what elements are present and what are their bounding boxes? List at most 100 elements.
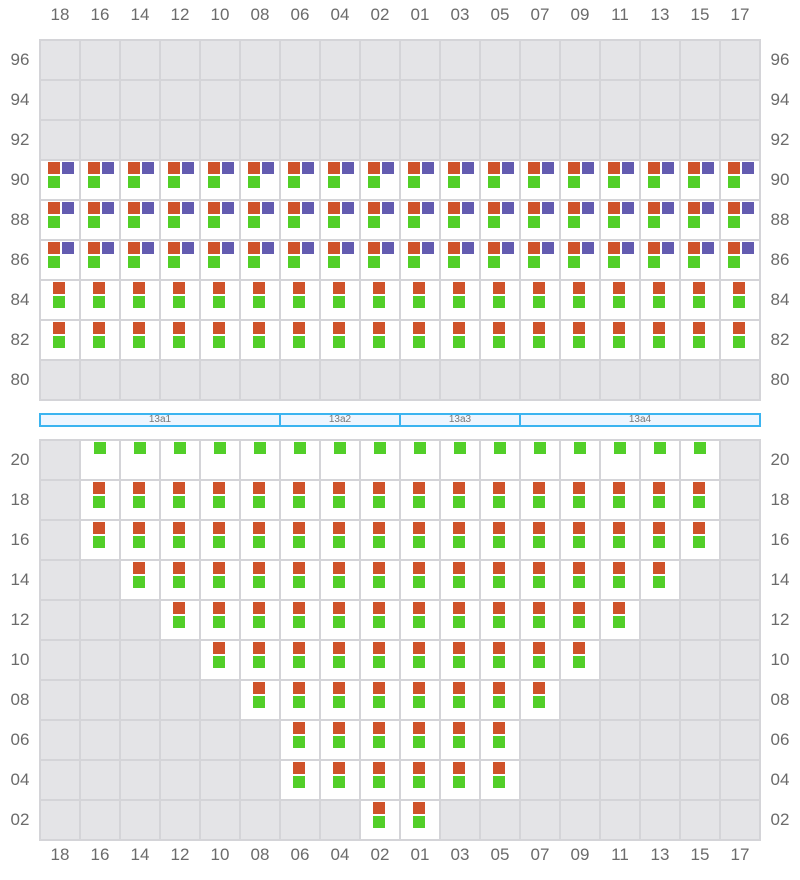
seat-cell[interactable]: [321, 681, 359, 719]
seat-cell[interactable]: [401, 601, 439, 639]
seat-cell[interactable]: [561, 521, 599, 559]
seat-cell[interactable]: [201, 561, 239, 599]
seat-cell[interactable]: [361, 561, 399, 599]
seat-cell[interactable]: [281, 681, 319, 719]
seat-cell[interactable]: [481, 681, 519, 719]
seat-cell[interactable]: [721, 321, 759, 359]
seat-cell[interactable]: [561, 241, 599, 279]
seat-cell[interactable]: [481, 441, 519, 479]
seat-cell[interactable]: [361, 801, 399, 839]
seat-cell[interactable]: [521, 241, 559, 279]
seat-cell[interactable]: [121, 441, 159, 479]
seat-cell[interactable]: [241, 561, 279, 599]
seat-cell[interactable]: [361, 521, 399, 559]
seat-cell[interactable]: [681, 161, 719, 199]
seat-cell[interactable]: [321, 721, 359, 759]
seat-cell[interactable]: [161, 161, 199, 199]
seat-cell[interactable]: [441, 481, 479, 519]
seat-cell[interactable]: [361, 281, 399, 319]
seat-cell[interactable]: [201, 241, 239, 279]
seat-cell[interactable]: [281, 161, 319, 199]
seat-cell[interactable]: [441, 281, 479, 319]
seat-cell[interactable]: [281, 201, 319, 239]
seat-cell[interactable]: [201, 161, 239, 199]
seat-cell[interactable]: [521, 441, 559, 479]
seat-cell[interactable]: [281, 561, 319, 599]
seat-cell[interactable]: [401, 561, 439, 599]
seat-cell[interactable]: [321, 161, 359, 199]
seat-cell[interactable]: [321, 201, 359, 239]
seat-cell[interactable]: [401, 161, 439, 199]
seat-cell[interactable]: [401, 201, 439, 239]
seat-cell[interactable]: [681, 281, 719, 319]
seat-cell[interactable]: [361, 481, 399, 519]
seat-cell[interactable]: [721, 281, 759, 319]
seat-cell[interactable]: [681, 321, 719, 359]
seat-cell[interactable]: [401, 801, 439, 839]
seat-cell[interactable]: [641, 481, 679, 519]
seat-cell[interactable]: [361, 201, 399, 239]
seat-cell[interactable]: [441, 761, 479, 799]
seat-cell[interactable]: [401, 321, 439, 359]
seat-cell[interactable]: [201, 281, 239, 319]
seat-cell[interactable]: [121, 321, 159, 359]
seat-cell[interactable]: [81, 321, 119, 359]
seat-cell[interactable]: [121, 241, 159, 279]
seat-cell[interactable]: [281, 761, 319, 799]
seat-cell[interactable]: [281, 241, 319, 279]
seat-cell[interactable]: [401, 441, 439, 479]
seat-cell[interactable]: [321, 321, 359, 359]
seat-cell[interactable]: [561, 441, 599, 479]
seat-cell[interactable]: [601, 161, 639, 199]
seat-cell[interactable]: [481, 161, 519, 199]
seat-cell[interactable]: [441, 161, 479, 199]
seat-cell[interactable]: [521, 321, 559, 359]
seat-cell[interactable]: [361, 721, 399, 759]
seat-cell[interactable]: [81, 521, 119, 559]
seat-cell[interactable]: [41, 201, 79, 239]
seat-cell[interactable]: [241, 681, 279, 719]
seat-cell[interactable]: [521, 561, 559, 599]
seat-cell[interactable]: [361, 441, 399, 479]
seat-cell[interactable]: [521, 681, 559, 719]
seat-cell[interactable]: [721, 241, 759, 279]
seat-cell[interactable]: [121, 561, 159, 599]
seat-cell[interactable]: [81, 281, 119, 319]
seat-cell[interactable]: [161, 481, 199, 519]
seat-cell[interactable]: [641, 321, 679, 359]
seat-cell[interactable]: [121, 521, 159, 559]
seat-cell[interactable]: [241, 441, 279, 479]
seat-cell[interactable]: [121, 161, 159, 199]
seat-cell[interactable]: [441, 561, 479, 599]
seat-cell[interactable]: [441, 321, 479, 359]
seat-cell[interactable]: [161, 521, 199, 559]
seat-cell[interactable]: [481, 761, 519, 799]
seat-cell[interactable]: [361, 681, 399, 719]
seat-cell[interactable]: [121, 481, 159, 519]
seat-cell[interactable]: [561, 161, 599, 199]
seat-cell[interactable]: [401, 641, 439, 679]
seat-cell[interactable]: [641, 161, 679, 199]
section-band-13a1[interactable]: 13a1: [39, 413, 281, 427]
seat-cell[interactable]: [81, 441, 119, 479]
seat-cell[interactable]: [401, 241, 439, 279]
seat-cell[interactable]: [241, 601, 279, 639]
seat-cell[interactable]: [361, 761, 399, 799]
seat-cell[interactable]: [521, 601, 559, 639]
seat-cell[interactable]: [41, 241, 79, 279]
seat-cell[interactable]: [201, 521, 239, 559]
seat-cell[interactable]: [361, 241, 399, 279]
seat-cell[interactable]: [161, 601, 199, 639]
seat-cell[interactable]: [121, 201, 159, 239]
seat-cell[interactable]: [321, 561, 359, 599]
seat-cell[interactable]: [401, 481, 439, 519]
seat-cell[interactable]: [41, 281, 79, 319]
seat-cell[interactable]: [561, 481, 599, 519]
seat-cell[interactable]: [521, 281, 559, 319]
seat-cell[interactable]: [441, 721, 479, 759]
seat-cell[interactable]: [601, 481, 639, 519]
seat-cell[interactable]: [601, 241, 639, 279]
seat-cell[interactable]: [321, 601, 359, 639]
seat-cell[interactable]: [481, 641, 519, 679]
seat-cell[interactable]: [201, 441, 239, 479]
